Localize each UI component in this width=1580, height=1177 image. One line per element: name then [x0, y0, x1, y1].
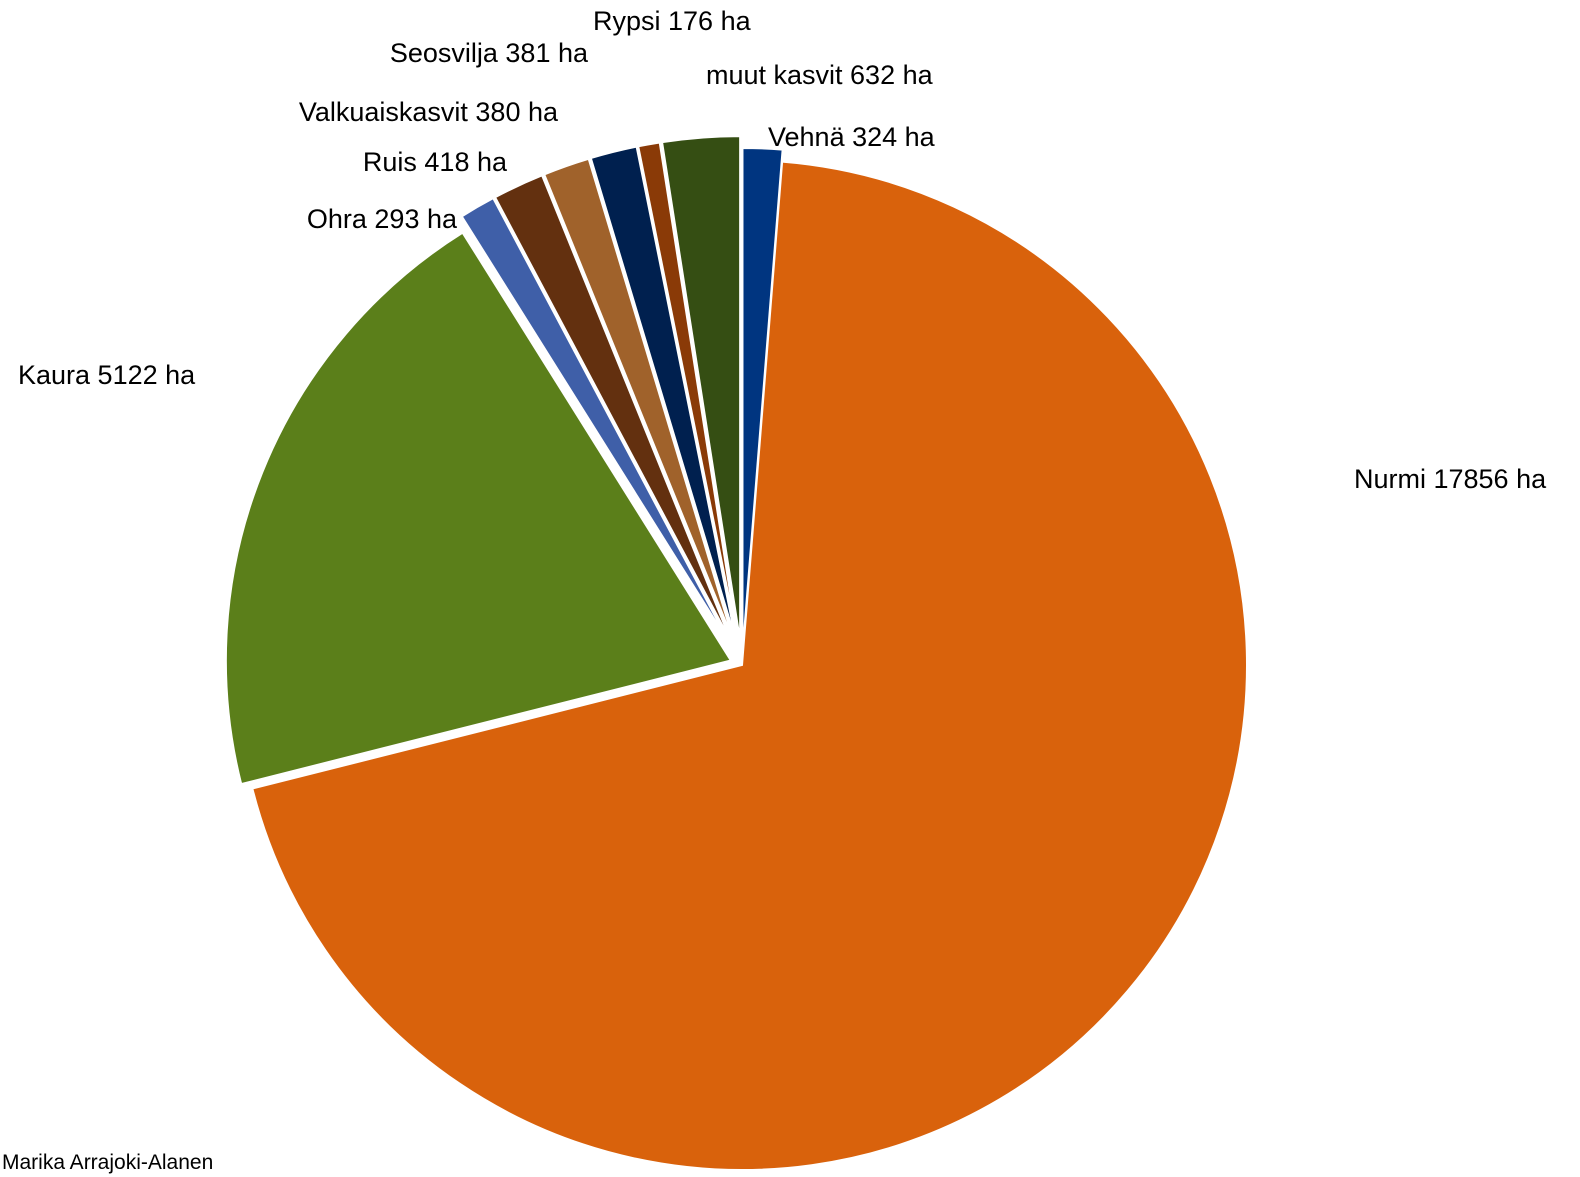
pie-slice-valkuaiskasvit: [542, 157, 735, 643]
pie-slices: [224, 135, 1248, 1171]
slice-label-muut-kasvit: muut kasvit 632 ha: [706, 60, 934, 90]
slice-label-valkuaiskasvit: Valkuaiskasvit 380 ha: [299, 97, 559, 127]
slice-label-vehnä: Vehnä 324 ha: [768, 122, 936, 152]
pie-slice-seosvilja: [589, 145, 738, 643]
slice-label-nurmi: Nurmi 17856 ha: [1354, 464, 1547, 494]
slice-label-ruis: Ruis 418 ha: [363, 147, 508, 177]
pie-slice-ruis: [493, 173, 733, 644]
pie-slice-muut-kasvit: [660, 135, 742, 642]
pie-slice-kaura: [224, 231, 733, 786]
slice-label-rypsi: Rypsi 176 ha: [593, 6, 752, 36]
chart-credit: Marika Arrajoki-Alanen: [2, 1151, 214, 1174]
slice-label-kaura: Kaura 5122 ha: [18, 360, 196, 390]
pie-slice-nurmi: [251, 160, 1248, 1171]
slice-labels: Vehnä 324 ha Nurmi 17856 ha Kaura 5122 ha O…: [18, 6, 1547, 494]
slice-label-seosvilja: Seosvilja 381 ha: [390, 38, 589, 68]
slice-label-ohra: Ohra 293 ha: [307, 204, 458, 234]
pie-slice-ohra: [460, 196, 731, 645]
pie-slice-rypsi: [637, 141, 739, 642]
